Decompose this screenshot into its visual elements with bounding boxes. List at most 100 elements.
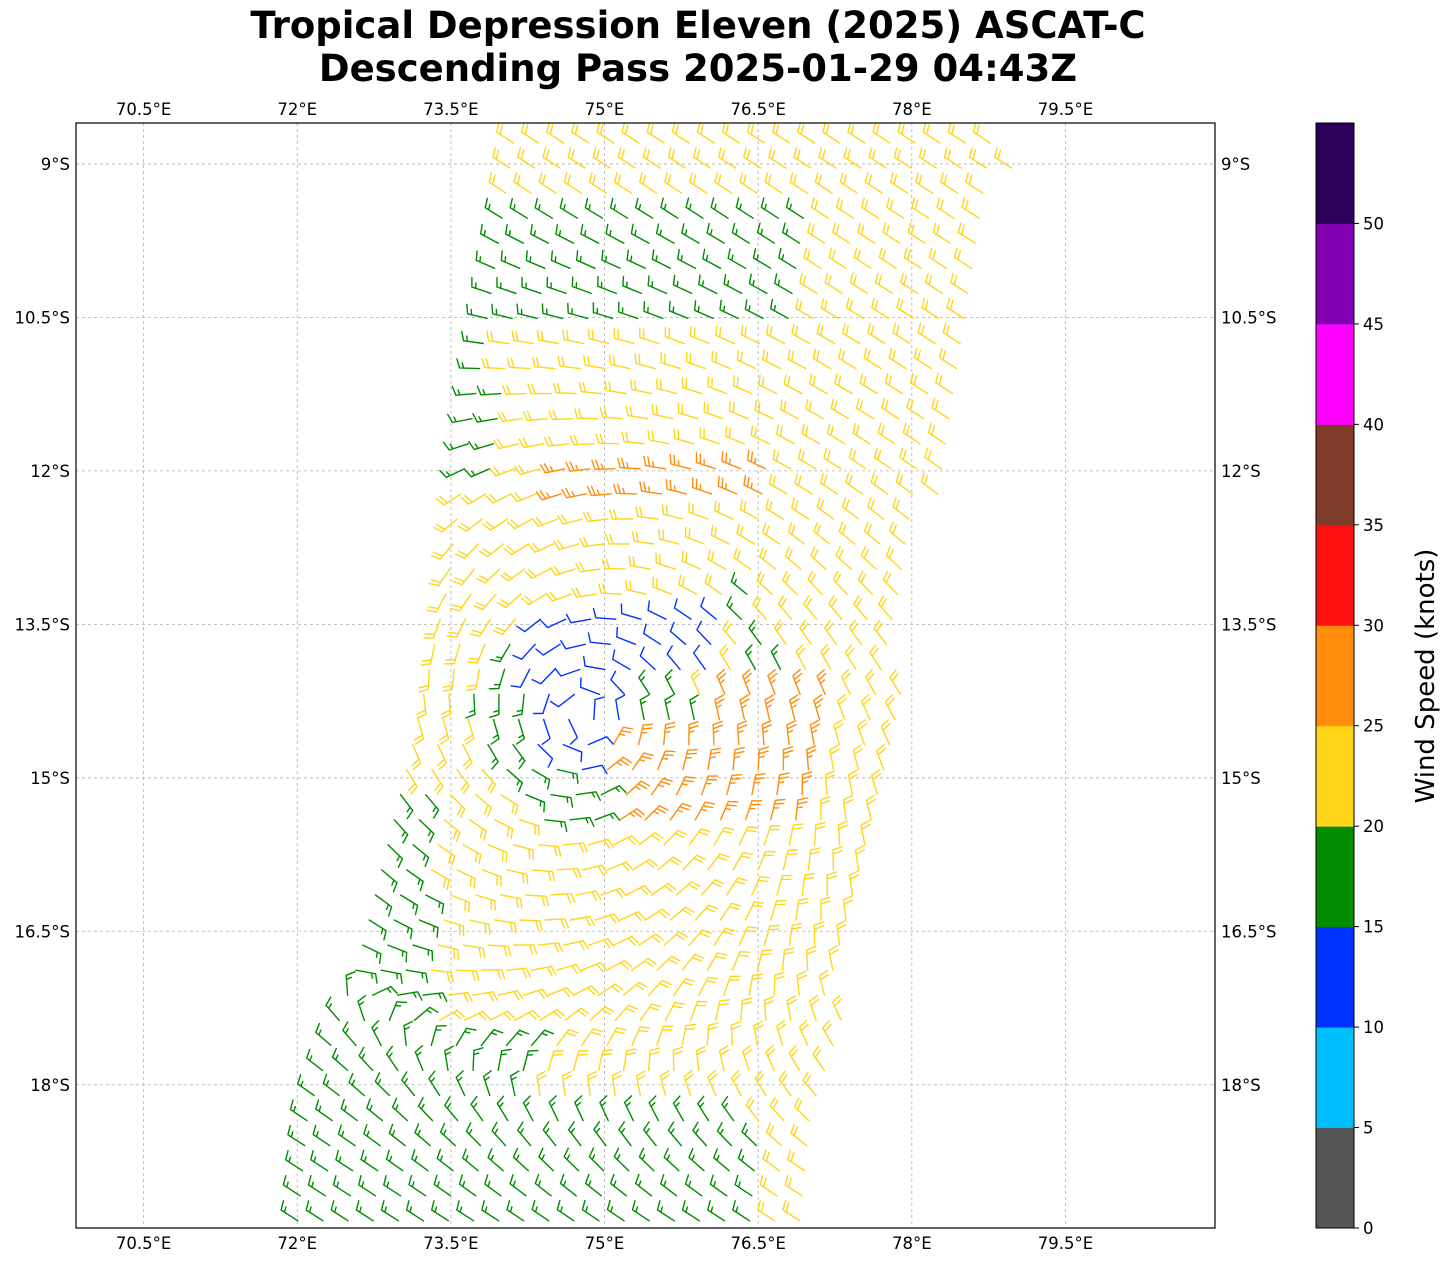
- wind-barb: [521, 276, 542, 295]
- wind-barb: [358, 1046, 374, 1072]
- wind-barb: [581, 764, 608, 775]
- wind-barb: [482, 1070, 492, 1097]
- wind-barb: [525, 250, 546, 269]
- wind-barb: [733, 548, 752, 570]
- wind-barb: [617, 457, 641, 470]
- wind-barb: [468, 440, 495, 451]
- wind-barb: [357, 994, 367, 1021]
- wind-barb: [656, 378, 678, 395]
- wind-barb: [848, 870, 860, 896]
- wind-barb: [471, 276, 492, 295]
- wind-barb: [664, 326, 685, 345]
- colorbar-segment: [1316, 424, 1354, 526]
- wind-barb: [537, 942, 564, 953]
- wind-barb: [932, 222, 951, 244]
- wind-barb: [521, 593, 547, 606]
- wind-barb: [688, 721, 699, 746]
- wind-barb: [678, 574, 698, 595]
- wind-barb: [801, 872, 815, 896]
- chart-title-line2: Descending Pass 2025-01-29 04:43Z: [318, 47, 1078, 90]
- wind-barb: [556, 867, 582, 879]
- wind-barb: [774, 273, 793, 295]
- wind-barb: [639, 694, 650, 721]
- wind-barb: [494, 819, 514, 839]
- wind-barb: [412, 944, 434, 962]
- wind-barb: [770, 798, 786, 821]
- wind-barb: [438, 1009, 465, 1021]
- wind-barb: [490, 718, 500, 745]
- colorbar-segment: [1316, 123, 1354, 224]
- wind-barb: [824, 770, 836, 796]
- wind-barb: [813, 921, 825, 946]
- wind-barb: [480, 1029, 504, 1047]
- wind-barb: [462, 944, 486, 959]
- wind-barb: [489, 693, 500, 719]
- wind-barb: [598, 583, 622, 595]
- wind-barb: [669, 453, 692, 470]
- wind-barb: [719, 644, 731, 671]
- wind-barb: [555, 224, 575, 244]
- wind-barb: [852, 744, 863, 771]
- wind-barb: [801, 423, 821, 445]
- wind-barb: [698, 976, 718, 996]
- wind-barb: [355, 969, 378, 984]
- wind-barb: [567, 147, 586, 169]
- wind-barb: [793, 1097, 810, 1122]
- y-tick-label-left: 15°S: [30, 769, 70, 788]
- wind-barb: [403, 1020, 414, 1047]
- wind-barb: [475, 250, 496, 269]
- wind-barb: [444, 1096, 459, 1122]
- wind-barb: [565, 613, 592, 624]
- wind-barb: [782, 746, 794, 771]
- wind-barb: [853, 595, 868, 620]
- wind-barb: [437, 944, 460, 960]
- wind-barb: [554, 667, 581, 677]
- wind-barb: [758, 374, 778, 395]
- wind-barb: [650, 777, 673, 796]
- colorbar-tick-label: 45: [1363, 315, 1384, 334]
- wind-barb: [773, 971, 785, 996]
- wind-barb: [462, 1148, 479, 1172]
- wind-barb: [860, 546, 877, 570]
- wind-barb: [918, 147, 937, 169]
- wind-barb: [599, 406, 624, 420]
- wind-barb: [488, 668, 506, 690]
- wind-barb: [439, 468, 466, 479]
- wind-barb: [587, 485, 612, 497]
- wind-barb: [706, 1022, 719, 1047]
- wind-barb: [480, 223, 500, 244]
- wind-barb: [621, 431, 645, 445]
- wind-barb: [721, 1096, 735, 1122]
- wind-barb: [571, 123, 590, 144]
- wind-barb: [744, 644, 757, 671]
- wind-barb: [596, 123, 615, 144]
- wind-barb: [809, 719, 821, 746]
- wind-barb: [592, 302, 614, 320]
- wind-barb: [656, 955, 681, 971]
- wind-barb: [509, 1070, 520, 1097]
- wind-barb: [355, 1200, 374, 1222]
- wind-barb: [363, 1124, 381, 1147]
- colorbar: 0 5 10 15 20 25 30 35 40 45 50: [1315, 122, 1384, 1238]
- wind-barb: [730, 1070, 742, 1097]
- wind-barb: [569, 434, 595, 446]
- wind-barb: [682, 748, 698, 771]
- colorbar-segment: [1316, 223, 1354, 325]
- wind-barb: [895, 472, 914, 495]
- wind-barb: [632, 752, 654, 771]
- wind-barb: [690, 669, 701, 696]
- wind-barb: [493, 438, 520, 450]
- wind-barb: [575, 562, 601, 573]
- wind-barb: [885, 546, 902, 570]
- wind-barb: [374, 894, 393, 917]
- wind-barb: [534, 197, 553, 219]
- wind-barb: [635, 1070, 647, 1097]
- wind-barb: [893, 147, 912, 169]
- wind-barb: [778, 247, 797, 269]
- wind-barb: [803, 595, 818, 620]
- wind-barb: [695, 1045, 707, 1072]
- wind-barb: [597, 983, 624, 996]
- wind-barb: [579, 536, 605, 548]
- wind-barb: [807, 847, 821, 871]
- wind-barb: [614, 1004, 638, 1021]
